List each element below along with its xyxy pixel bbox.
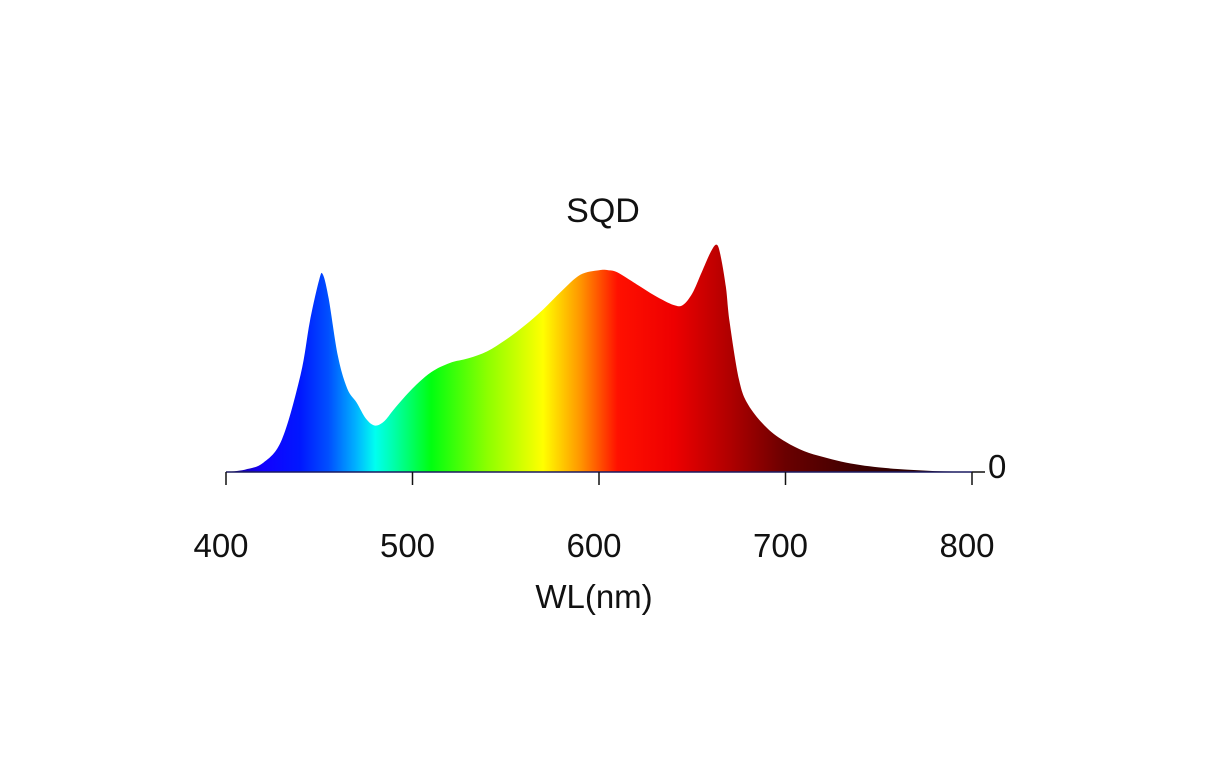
x-tick-label-800: 800 xyxy=(939,527,994,564)
x-tick-label-500: 500 xyxy=(380,527,435,564)
chart-title: SQD xyxy=(566,192,640,230)
x-tick-label-600: 600 xyxy=(566,527,621,564)
spectrum-area xyxy=(226,244,972,472)
y-tick-label-zero: 0 xyxy=(988,448,1006,485)
x-axis-label: WL(nm) xyxy=(535,578,652,615)
x-tick-label-700: 700 xyxy=(753,527,808,564)
x-axis-ticks: 400 500 600 700 800 xyxy=(193,472,995,564)
x-tick-label-400: 400 xyxy=(193,527,248,564)
